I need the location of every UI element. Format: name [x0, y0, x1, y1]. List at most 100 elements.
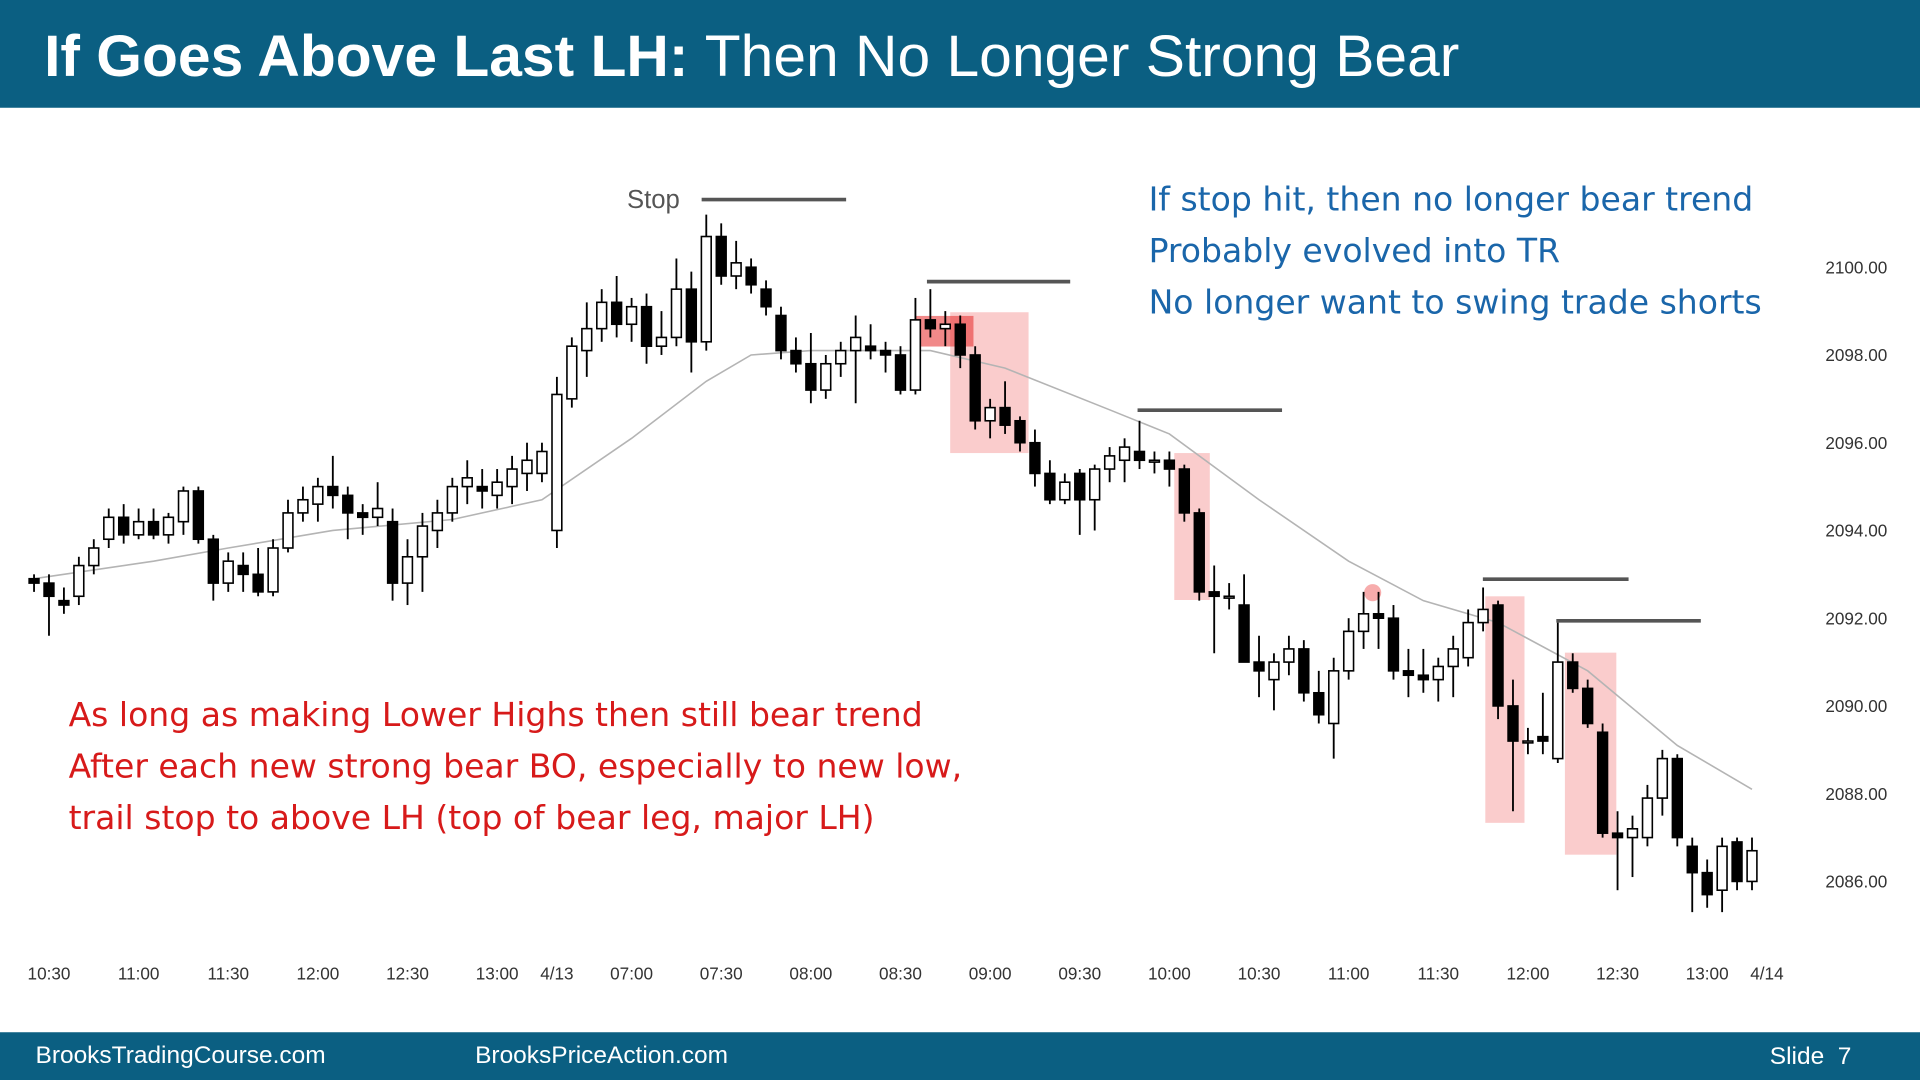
y-tick-label: 2094.00: [1825, 521, 1887, 541]
candle-body: [1492, 604, 1504, 707]
candle-body: [43, 582, 55, 598]
candle-body: [640, 305, 653, 347]
candle-body: [147, 520, 160, 536]
x-tick-label: 13:00: [1686, 964, 1729, 984]
candle-body: [431, 512, 444, 532]
candle-body: [1014, 419, 1026, 444]
candle-body: [805, 362, 817, 391]
candle-body: [849, 336, 862, 352]
candle-body: [1417, 674, 1430, 681]
plot: 2086.00 2088.00 2090.00 2092.00 2094.00 2096.…: [28, 214, 1887, 984]
x-tick-label: 08:00: [789, 964, 832, 984]
candle-body: [1148, 459, 1161, 463]
candle-body: [775, 314, 787, 352]
blue-annotation: If stop hit, then no longer bear trend P…: [1149, 180, 1762, 322]
candle-body: [566, 345, 578, 400]
candle-body: [1731, 841, 1743, 883]
slide-number: Slide 7: [1770, 1043, 1852, 1070]
candle-body: [1223, 595, 1235, 599]
x-tick-label: 07:00: [610, 964, 653, 984]
x-tick-label: 12:00: [296, 964, 339, 984]
candle-body: [1178, 468, 1191, 514]
candle-body: [132, 520, 145, 536]
candle-body: [1089, 468, 1101, 501]
candle-body: [1716, 845, 1728, 892]
candle-body: [1567, 661, 1579, 690]
x-tick-label: 11:30: [207, 964, 249, 984]
candle-body: [596, 301, 608, 330]
candle-body: [909, 319, 922, 391]
candle-body: [536, 450, 548, 475]
candle-body: [1477, 608, 1489, 624]
candle-body: [1133, 450, 1146, 462]
candle-body: [1596, 731, 1609, 834]
candle-body: [954, 323, 966, 356]
candle-body: [1103, 455, 1116, 470]
red-annotation: As long as making Lower Highs then still…: [69, 695, 963, 837]
x-tick-label: 11:30: [1417, 964, 1459, 984]
candle-body: [386, 520, 399, 584]
annotation-line: After each new strong bear BO, especiall…: [69, 747, 963, 786]
candle-body: [655, 336, 668, 347]
footer-center: BrooksPriceAction.com: [475, 1042, 728, 1069]
candle-body: [312, 485, 324, 505]
candle-body: [476, 485, 488, 492]
candle-body: [491, 481, 503, 497]
highlight-dot: [1364, 584, 1382, 602]
candle-body: [760, 288, 772, 308]
moving-average: [33, 349, 1753, 790]
candle-body: [1074, 472, 1086, 501]
candle-body: [924, 319, 937, 330]
highlights: [915, 312, 1617, 855]
candle-body: [267, 547, 279, 593]
x-tick-label: 12:30: [1596, 964, 1639, 984]
candle-body: [835, 349, 847, 365]
candle-body: [715, 235, 727, 277]
y-tick-label: 2100.00: [1825, 257, 1887, 277]
candle-body: [1163, 459, 1176, 470]
candle-body: [327, 485, 339, 497]
x-tick-label: 08:30: [879, 964, 922, 984]
title-bar: [0, 0, 1920, 108]
candle-body: [1208, 591, 1220, 598]
y-tick-label: 2090.00: [1825, 696, 1887, 716]
candle-body: [117, 516, 130, 536]
x-tick-label: 10:30: [28, 964, 71, 984]
candle-body: [1462, 621, 1474, 659]
annotation-line: As long as making Lower Highs then still…: [69, 695, 923, 734]
candle-body: [700, 235, 712, 343]
candle-body: [984, 406, 996, 422]
candle-body: [1268, 661, 1280, 681]
candle-body: [1432, 665, 1444, 681]
footer-left: BrooksTradingCourse.com: [36, 1042, 326, 1069]
candle-body: [1283, 648, 1295, 663]
candle-body: [1029, 441, 1041, 475]
candle-body: [297, 498, 309, 514]
candle-body: [192, 490, 205, 541]
candle-body: [1671, 757, 1684, 839]
candle-body: [969, 354, 981, 422]
x-tick-label: 13:00: [476, 964, 519, 984]
candle-body: [1686, 845, 1698, 874]
candle-body: [1298, 648, 1310, 694]
candle-body: [162, 516, 175, 536]
candle-body: [88, 547, 100, 567]
annotation-line: If stop hit, then no longer bear trend: [1149, 180, 1754, 219]
candle-body: [730, 262, 742, 277]
x-tick-label: 4/14: [1750, 964, 1784, 984]
candle-body: [581, 327, 593, 352]
candle-body: [521, 459, 533, 475]
footer-bar: [0, 1032, 1920, 1080]
x-tick-label: 10:30: [1238, 964, 1281, 984]
y-tick-label: 2088.00: [1825, 784, 1887, 804]
candle-body: [670, 288, 683, 339]
candle-body: [1342, 630, 1355, 672]
candle-body: [177, 490, 190, 523]
annotation-line: No longer want to swing trade shorts: [1149, 282, 1762, 321]
y-tick-label: 2098.00: [1825, 345, 1887, 365]
candle-body: [1522, 740, 1534, 744]
candle-body: [864, 345, 877, 352]
candle-body: [999, 406, 1011, 426]
